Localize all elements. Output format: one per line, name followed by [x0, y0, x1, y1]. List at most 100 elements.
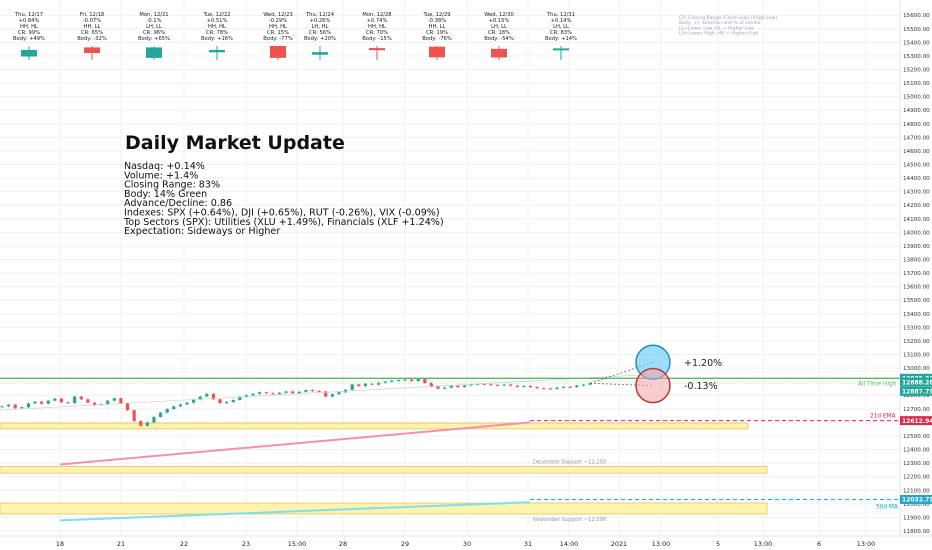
y-axis: 11800.00 11900.00 12000.00 12100.00 12200.00… [899, 0, 932, 536]
annotation-candle-body [312, 52, 328, 55]
x-tick-label: 31 [524, 540, 532, 548]
candle-body [145, 422, 149, 426]
annotation-text: CR: 96% [143, 30, 165, 36]
candle-body [66, 402, 70, 404]
summary-line: Volume: +1.4% [124, 170, 198, 181]
price-tag-bg [900, 386, 932, 396]
annotation-text: +0.14% [551, 18, 572, 24]
candle-body [211, 393, 216, 400]
annotation-text: HH, HL [208, 24, 226, 30]
annotation-text: -0.1% [146, 18, 161, 24]
annotation-text: Body: -54% [484, 36, 514, 42]
y-tick-label: 15300.00 [903, 54, 930, 60]
candle-body [86, 399, 90, 403]
annotation-text: Mon, 12/21 [139, 12, 168, 18]
y-tick-label: 12300.00 [903, 461, 930, 467]
all-time-high-label: All Time High [858, 381, 897, 387]
support-zone-label: November Support ~12,000 [533, 517, 606, 523]
annotation-text: Body: +14% [545, 36, 577, 42]
legend-text: Body: +/- direction and % of candle [679, 20, 761, 26]
y-tick-label: 12000.00 [903, 502, 930, 508]
candle-body [575, 385, 579, 388]
candle-body [449, 385, 453, 388]
scenario-label: +1.20% [684, 358, 722, 369]
annotation-text: Body: +20% [304, 36, 336, 42]
annotation-text: +0.84% [19, 18, 40, 24]
ema21-label: 21d EMA [870, 414, 896, 420]
price-tag-bg [900, 377, 932, 387]
y-tick-label: 15000.00 [903, 95, 930, 101]
candle-body [225, 402, 229, 404]
summary-line: Expectation: Sideways or Higher [124, 226, 280, 237]
y-tick-label: 15100.00 [903, 81, 930, 87]
annotation-text: Body: -77% [263, 36, 293, 42]
candle-body [337, 392, 341, 395]
candle-body [185, 402, 189, 405]
candle-body [251, 393, 255, 396]
candle-body [231, 399, 235, 403]
price-series [0, 373, 656, 427]
candle-body [482, 383, 486, 385]
summary-line: Indexes: SPX (+0.64%), DJI (+0.65%), RUT… [124, 208, 440, 219]
annotation-text: Tue, 12/22 [202, 12, 230, 18]
y-tick-label: 12100.00 [903, 488, 930, 494]
annotation-text: -0.07% [83, 18, 101, 24]
scenario-circle [635, 367, 671, 404]
candle-body [522, 386, 526, 388]
y-tick-label: 13000.00 [903, 366, 930, 372]
candle-body [489, 384, 493, 386]
candle-body [40, 401, 44, 404]
candle-body [277, 392, 282, 395]
annotation-text: Thu, 12/31 [546, 12, 575, 18]
candle-body [297, 391, 301, 394]
y-tick-label: 14300.00 [903, 190, 930, 196]
candle-body [26, 403, 31, 408]
y-tick-label: 12700.00 [903, 407, 930, 413]
annotation-text: CR: 83% [550, 30, 572, 36]
annotation-text: +0.74% [367, 18, 388, 24]
annotation-text: CR: 99% [18, 30, 40, 36]
x-tick-label: 13:00 [652, 540, 670, 548]
y-tick-label: 14900.00 [903, 108, 930, 114]
annotation-text: CR: 70% [366, 30, 388, 36]
annotation-text: HH, LL [84, 24, 101, 30]
candle-body [172, 406, 176, 410]
x-tick-label: 21 [117, 540, 125, 548]
x-tick-label: 30 [463, 540, 471, 548]
annotation-text: LH, LL [553, 24, 569, 30]
candle-body [528, 386, 533, 388]
annotation-text: Body: -32% [77, 36, 107, 42]
annotation-candle-body [270, 46, 286, 58]
annotation-text: CR: 18% [488, 30, 510, 36]
candle-body [46, 400, 50, 404]
candle-body [310, 390, 315, 392]
annotation-text: LH, LL [491, 24, 507, 30]
legend-text: LL=Lower Low, HL = Higher Low [679, 25, 754, 31]
candle-body [291, 391, 295, 394]
annotation-candle-body [369, 48, 385, 51]
annotation-text: HH, HL [368, 24, 386, 30]
support-zone-label: December Support ~12,250 [533, 460, 606, 466]
legend-text: LH=Lower High, HH = Higher High [679, 31, 759, 37]
candle-body [502, 384, 506, 386]
support-zone [0, 466, 768, 474]
price-tag-bg [900, 494, 932, 504]
price-tag-label: 12032.75 [902, 497, 932, 504]
y-tick-label: 13900.00 [903, 244, 930, 250]
candle-body [244, 395, 249, 397]
annotation-candle-body [209, 49, 225, 53]
legend-text: CR: Closing Range (Close-Low) /(High-Low… [679, 15, 777, 21]
candle-body [284, 391, 288, 393]
annotation-candle-body [429, 46, 445, 58]
x-tick-label: 13:00 [857, 540, 875, 548]
summary-line: Nasdaq: +0.14% [124, 161, 205, 172]
candle-body [20, 407, 24, 409]
candle-body [33, 401, 37, 404]
y-tick-label: 12400.00 [903, 448, 930, 454]
y-tick-label: 13500.00 [903, 298, 930, 304]
candle-body [271, 393, 275, 395]
price-tag-label: 12887.75 [902, 389, 932, 396]
y-tick-label: 13300.00 [903, 325, 930, 331]
candle-body [238, 396, 242, 400]
